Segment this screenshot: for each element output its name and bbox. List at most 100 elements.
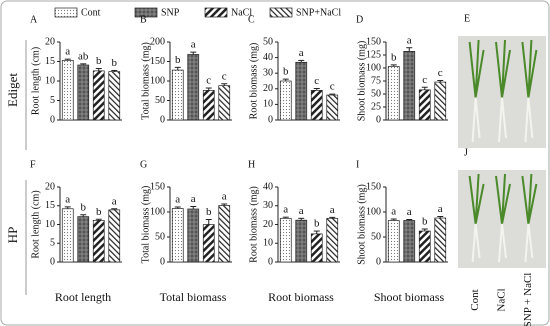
y-tick-label: 50 — [155, 95, 165, 106]
y-tick-label: 100 — [150, 206, 165, 217]
bar — [418, 230, 431, 263]
error-bar — [390, 218, 397, 221]
y-tick-label: 40 — [263, 52, 273, 63]
y-tick-label: 0 — [50, 256, 55, 267]
row-label: HP — [5, 227, 20, 244]
significance-letter: a — [299, 47, 304, 59]
bar — [77, 216, 90, 263]
significance-letter: b — [422, 216, 428, 228]
error-bar — [95, 218, 102, 221]
bar — [202, 224, 215, 263]
significance-letter: b — [314, 218, 320, 230]
error-bar — [95, 68, 102, 71]
y-tick-label: 30 — [263, 200, 273, 211]
error-bar — [111, 69, 118, 72]
plant-leaves — [495, 39, 511, 98]
plant-leaves — [495, 173, 511, 225]
significance-letter: b — [391, 51, 397, 63]
y-axis-label: Total biomass (mg) — [140, 186, 151, 264]
y-tick-label: 0 — [376, 256, 381, 267]
significance-letter: a — [407, 34, 412, 46]
y-tick-label: 50 — [371, 88, 381, 99]
photo-label: NaCl — [496, 288, 508, 311]
bar — [108, 71, 121, 121]
photo-label: SNP + NaCl — [522, 273, 534, 326]
error-bar — [221, 203, 228, 206]
y-tick-label: 0 — [268, 114, 273, 125]
y-tick-label: 0 — [50, 114, 55, 125]
panel-letter: G — [140, 159, 147, 170]
bar — [295, 219, 308, 263]
panel-letter: C — [248, 14, 255, 25]
y-tick-label: 10 — [45, 75, 55, 86]
x-axis-label: Shoot biomass — [374, 290, 445, 304]
significance-letter: c — [206, 75, 211, 87]
bar — [434, 81, 447, 121]
panel-letter: F — [30, 159, 36, 170]
significance-letter: a — [175, 194, 180, 206]
bar — [171, 208, 184, 263]
legend-label: NaCl — [231, 7, 252, 18]
significance-letter: c — [222, 70, 227, 82]
legend-label: Cont — [81, 7, 101, 18]
error-bar — [329, 216, 336, 219]
bar — [92, 70, 105, 121]
legend-label: SNP — [161, 7, 180, 18]
plant-leaves — [521, 173, 538, 225]
row-label: Ediget — [5, 73, 20, 107]
significance-letter: a — [330, 204, 335, 216]
plant-roots — [471, 97, 481, 143]
bar — [92, 220, 105, 263]
significance-letter: ab — [78, 50, 89, 62]
y-tick-label: 150 — [366, 181, 381, 192]
significance-letter: b — [81, 201, 87, 213]
significance-letter: b — [96, 206, 102, 218]
error-bar — [205, 219, 212, 225]
significance-letter: a — [407, 206, 412, 218]
significance-letter: a — [299, 205, 304, 217]
y-tick-label: 5 — [50, 238, 55, 249]
y-tick-label: 30 — [263, 67, 273, 78]
x-axis-label: Root length — [55, 290, 111, 304]
bar — [387, 66, 400, 121]
y-tick-label: 150 — [150, 181, 165, 192]
error-bar — [298, 217, 305, 221]
bar — [61, 208, 74, 263]
bar — [403, 220, 416, 263]
error-bar — [205, 87, 212, 91]
y-axis-label: Shoot biomass (mg) — [356, 184, 367, 265]
legend-swatch — [134, 7, 158, 18]
y-tick-label: 10 — [263, 99, 273, 110]
y-tick-label: 0 — [268, 256, 273, 267]
bar — [108, 209, 121, 263]
error-bar — [111, 208, 118, 210]
y-tick-label: 10 — [45, 219, 55, 230]
plant-roots — [471, 223, 481, 263]
bar — [403, 51, 416, 121]
bar — [387, 220, 400, 263]
plant-leaves — [468, 173, 485, 225]
significance-letter: a — [191, 193, 196, 205]
error-bar — [221, 83, 228, 86]
error-bar — [80, 63, 87, 66]
error-bar — [406, 219, 413, 221]
plant-roots — [524, 223, 534, 263]
y-tick-label: 100 — [150, 75, 165, 86]
significance-letter: b — [283, 66, 289, 78]
y-tick-label: 15 — [45, 200, 55, 211]
bar — [310, 90, 323, 121]
significance-letter: c — [314, 75, 319, 87]
significance-letter: a — [191, 39, 196, 51]
bar — [310, 233, 323, 263]
y-tick-label: 20 — [45, 36, 55, 47]
y-tick-label: 20 — [263, 219, 273, 230]
y-tick-label: 50 — [263, 36, 273, 47]
y-tick-label: 100 — [366, 206, 381, 217]
y-tick-label: 75 — [371, 75, 381, 86]
panel-letter: A — [30, 14, 38, 25]
significance-letter: c — [438, 67, 443, 79]
plant-roots — [498, 223, 507, 263]
y-tick-label: 125 — [366, 49, 381, 60]
error-bar — [406, 47, 413, 52]
significance-letter: a — [222, 191, 227, 203]
